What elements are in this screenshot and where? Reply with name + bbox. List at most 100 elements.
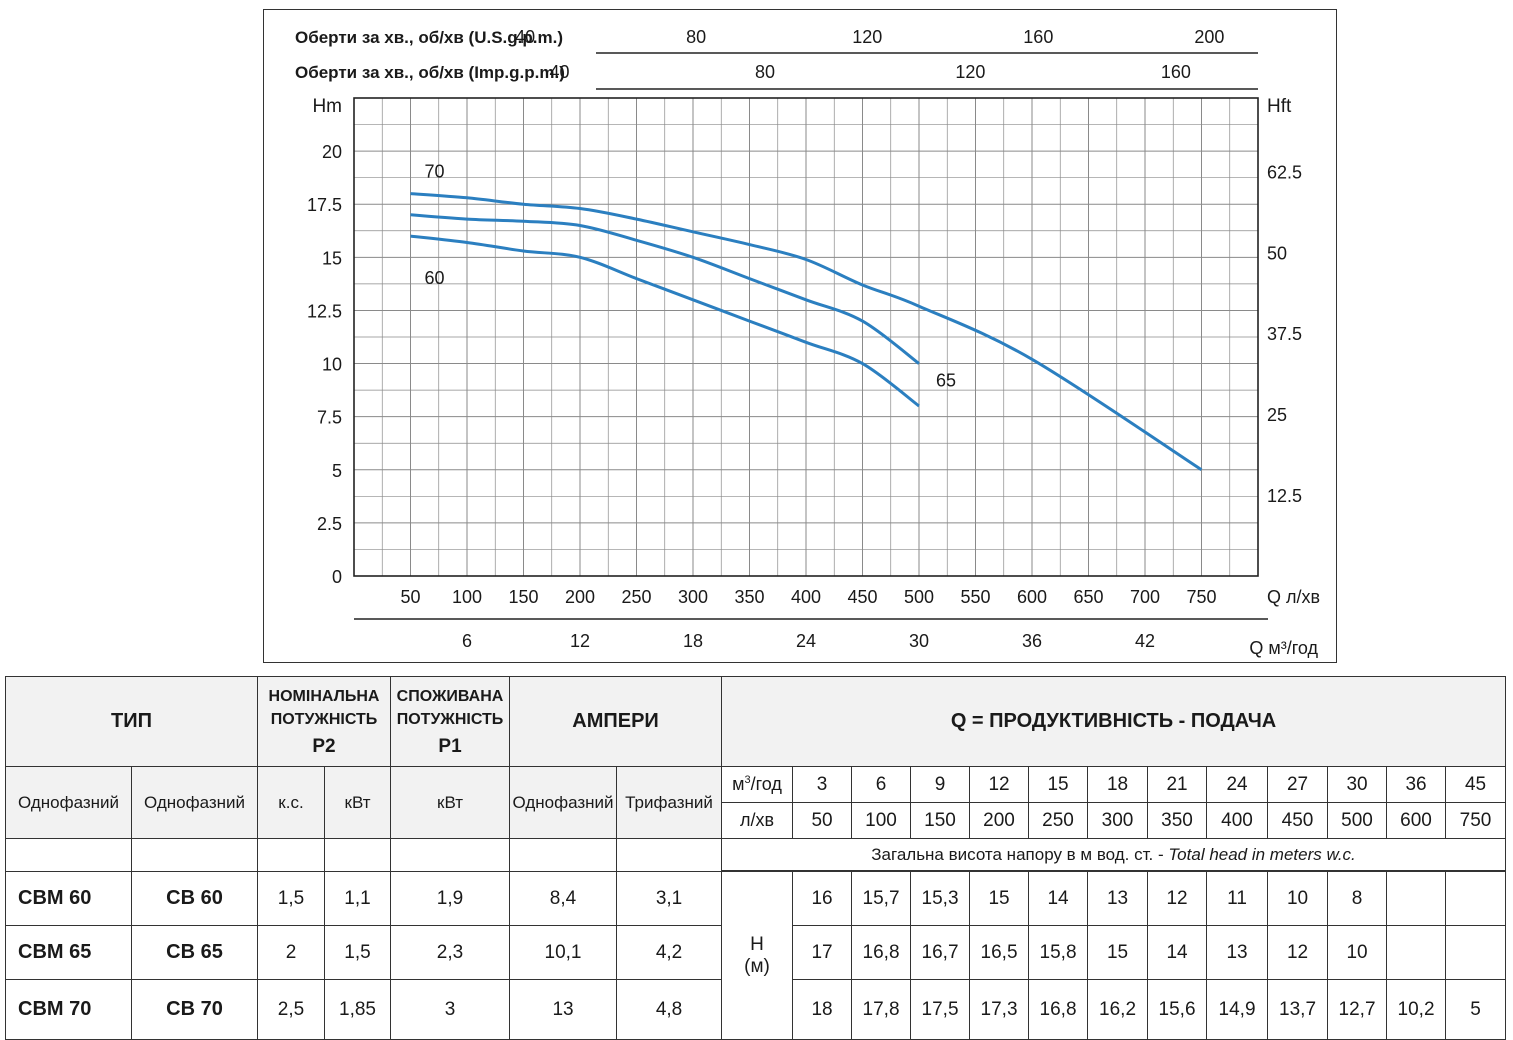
model-spacer — [257, 838, 325, 872]
kw2-label: кВт — [390, 766, 511, 839]
lmin-value: 100 — [851, 802, 912, 839]
head-value: 16 — [792, 871, 853, 926]
hp-label: к.с. — [257, 766, 325, 839]
head-value: 15,7 — [851, 871, 912, 926]
x-tick-label: 400 — [791, 587, 821, 607]
head-unit-label: H (м) — [721, 871, 794, 1040]
head-value: 15,6 — [1147, 979, 1208, 1040]
amp-single: 13 — [509, 979, 618, 1040]
m3-value: 30 — [1327, 766, 1388, 803]
x-tick-label: 50 — [400, 587, 420, 607]
head-value: 16,7 — [910, 925, 971, 980]
head-value: 15,8 — [1028, 925, 1089, 980]
head-value: 10,2 — [1386, 979, 1447, 1040]
amp-three: 3,1 — [616, 871, 723, 926]
power-p1: 2,3 — [390, 925, 511, 980]
lmin-value: 750 — [1445, 802, 1507, 839]
model-spacer — [390, 838, 511, 872]
power-hp: 2 — [257, 925, 325, 980]
y-tick-label: 15 — [322, 248, 342, 268]
y-tick-label: 0 — [332, 567, 342, 587]
head-value — [1445, 925, 1507, 980]
head-value: 17,3 — [969, 979, 1030, 1040]
top1-tick-label: 120 — [852, 27, 882, 47]
x-tick-label: 650 — [1073, 587, 1103, 607]
model-spacer — [509, 838, 618, 872]
series-label-65: 65 — [936, 371, 956, 391]
head-value: 13,7 — [1267, 979, 1329, 1040]
x2-tick-label: 42 — [1135, 631, 1155, 651]
top2-tick-label: 160 — [1161, 62, 1191, 82]
x-tick-label: 450 — [847, 587, 877, 607]
x-tick-label: 300 — [678, 587, 708, 607]
model-spacer — [323, 838, 392, 872]
data-rows: CBM 60 CB 60 1,5 1,1 1,9 8,4 3,1 H (м) 16 15,7 15,3… — [5, 871, 1507, 1040]
curve-60 — [410, 234, 920, 408]
model-three-phase: CB 70 — [131, 979, 258, 1040]
lmin-unit: л/хв — [721, 802, 794, 839]
power-hp: 2,5 — [257, 979, 325, 1040]
head-value: 5 — [1445, 979, 1507, 1040]
phase1-label: Однофазний — [5, 766, 132, 839]
y-tick-label: 20 — [322, 142, 342, 162]
top1-tick-label: 160 — [1023, 27, 1053, 47]
chart-svg: 0 2.5 5 7.5 10 12.5 15 17.5 20 Hm 12.5 25 37.5 50 62.5… — [295, 27, 1320, 658]
spec-table: ТИП НОМІНАЛЬНА ПОТУЖНІСТЬ P2 СПОЖИВАНА П… — [5, 676, 1507, 1040]
m3-unit-sup: 3 — [744, 774, 751, 786]
head-value: 17,5 — [910, 979, 971, 1040]
top1-tick-label: 200 — [1194, 27, 1224, 47]
m3-value: 12 — [969, 766, 1030, 803]
plot-frame — [353, 97, 1259, 577]
m3-value: 6 — [851, 766, 912, 803]
y-tick-label-right: 62.5 — [1267, 162, 1302, 182]
model-spacer — [5, 838, 132, 872]
lmin-value: 350 — [1147, 802, 1208, 839]
x-tick-label: 150 — [508, 587, 538, 607]
m3-unit-rest: /год — [750, 774, 782, 794]
x-tick-label: 700 — [1130, 587, 1160, 607]
p2-header-line1: НОМІНАЛЬНА — [268, 688, 380, 705]
amp1-label: Однофазний — [509, 766, 618, 839]
p2-header-line2: ПОТУЖНІСТЬ — [270, 711, 378, 728]
m3-value: 24 — [1206, 766, 1269, 803]
head-note: Загальна висота напору в м вод. ст. - To… — [721, 838, 1507, 871]
head-note-italic: Total head in meters w.c. — [1168, 844, 1356, 864]
model-single-phase: CBM 70 — [5, 979, 132, 1040]
top-axis-1-label: Оберти за хв., об/хв (U.S.g.p.m.) — [295, 28, 563, 47]
lmin-value: 450 — [1267, 802, 1329, 839]
y-tick-label: 12.5 — [307, 301, 342, 321]
head-value: 17,8 — [851, 979, 912, 1040]
x-tick-label: 100 — [452, 587, 482, 607]
amp-three: 4,2 — [616, 925, 723, 980]
head-value: 10 — [1267, 871, 1329, 926]
head-value: 13 — [1206, 925, 1269, 980]
y-tick-label-right: 50 — [1267, 243, 1287, 263]
q-header: Q = ПРОДУКТИВНІСТЬ - ПОДАЧА — [721, 676, 1507, 767]
p1-symbol: P1 — [438, 736, 462, 757]
power-p1: 1,9 — [390, 871, 511, 926]
power-p1: 3 — [390, 979, 511, 1040]
m3-value: 9 — [910, 766, 971, 803]
p2-header: НОМІНАЛЬНА ПОТУЖНІСТЬ P2 — [256, 676, 392, 767]
curve-65 — [410, 213, 920, 365]
x2-tick-label: 6 — [462, 631, 472, 651]
x-tick-label: 250 — [621, 587, 651, 607]
lmin-value: 50 — [792, 802, 853, 839]
head-unit: (м) — [744, 955, 770, 977]
lmin-value: 600 — [1386, 802, 1447, 839]
power-hp: 1,5 — [257, 871, 325, 926]
x2-tick-label: 18 — [683, 631, 703, 651]
y-tick-label: 7.5 — [317, 408, 342, 428]
y-tick-label: 5 — [332, 461, 342, 481]
head-value: 16,8 — [851, 925, 912, 980]
lmin-value: 250 — [1028, 802, 1089, 839]
type-header: ТИП — [5, 676, 258, 767]
model-single-phase: CBM 60 — [5, 871, 132, 926]
x-tick-label: 550 — [960, 587, 990, 607]
top2-tick-label: 120 — [955, 62, 985, 82]
x-tick-label: 500 — [904, 587, 934, 607]
model-spacer — [616, 838, 723, 872]
head-value: 12 — [1147, 871, 1208, 926]
x-tick-label: 750 — [1186, 587, 1216, 607]
top-axis-2-label: Оберти за хв., об/хв (Imp.g.p.m.) — [295, 63, 565, 82]
